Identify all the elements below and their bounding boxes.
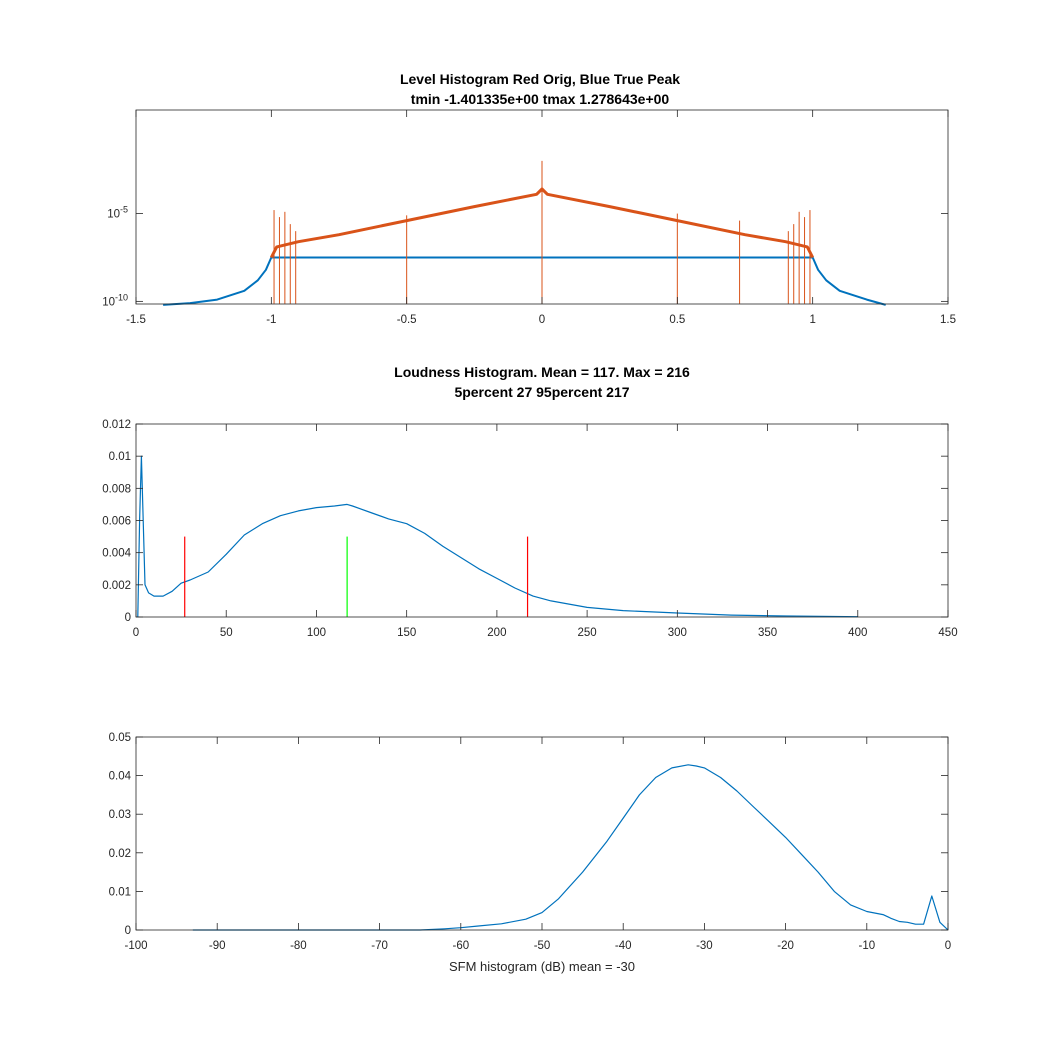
x-tick-label: -1 xyxy=(266,314,276,326)
x-tick-label: 150 xyxy=(397,627,416,639)
x-tick-label: -10 xyxy=(858,940,875,952)
panel-sfm-histogram: -100 -90 -80 -70 -60 -50 -40 -30 -20 -10 000.010.0… xyxy=(109,732,952,974)
panel2-ticks: 0 50 100 150 200 250 300 350 400 450 0 0.002 0.004 0.… xyxy=(102,419,957,639)
x-tick-label: -1.5 xyxy=(126,314,146,326)
y-tick-label: 0.02 xyxy=(109,848,131,860)
panel2-subtitle: 5percent 27 95percent 217 xyxy=(454,384,629,400)
y-tick-label: 0.004 xyxy=(102,548,131,560)
y-tick-label: 0 xyxy=(125,925,131,937)
y-tick-label: 0.05 xyxy=(109,732,131,744)
x-tick-label: 300 xyxy=(668,627,687,639)
x-tick-label: 400 xyxy=(848,627,867,639)
panel3-ticks: -100 -90 -80 -70 -60 -50 -40 -30 -20 -10 000.010.0… xyxy=(109,732,952,952)
x-tick-label: -20 xyxy=(777,940,794,952)
y-tick-label: 0.012 xyxy=(102,419,131,431)
y-tick-label: 0 xyxy=(125,612,131,624)
panel1-ticks: -1.5 -1 -0.5 0 0.5 1 1.5 10-10 10-5 xyxy=(102,110,956,326)
y-tick-label: 0.008 xyxy=(102,483,131,495)
y-tick-label: 0.01 xyxy=(109,886,131,898)
y-tick-label: 10-10 xyxy=(102,292,128,308)
x-tick-label: -30 xyxy=(696,940,713,952)
panel2-plot-area xyxy=(137,455,858,618)
panel3-xlabel: SFM histogram (dB) mean = -30 xyxy=(449,959,635,974)
x-tick-label: 1 xyxy=(809,314,815,326)
y-tick-label: 0.002 xyxy=(102,580,131,592)
x-tick-label: 0 xyxy=(133,627,139,639)
x-tick-label: 450 xyxy=(938,627,957,639)
panel3-plot-area xyxy=(192,764,949,931)
x-tick-label: -80 xyxy=(290,940,307,952)
y-tick-label: 0.01 xyxy=(109,451,131,463)
x-tick-label: 0 xyxy=(539,314,545,326)
histogram-series-line xyxy=(192,764,949,931)
y-tick-label: 0.006 xyxy=(102,516,131,528)
x-tick-label: -90 xyxy=(209,940,226,952)
x-tick-label: 1.5 xyxy=(940,314,956,326)
y-tick-label: 0.04 xyxy=(109,771,132,783)
panel2-title: Loudness Histogram. Mean = 117. Max = 21… xyxy=(394,364,690,380)
x-tick-label: -50 xyxy=(534,940,551,952)
x-tick-label: -100 xyxy=(124,940,147,952)
y-tick-label: 10-5 xyxy=(107,205,128,221)
x-tick-label: -40 xyxy=(615,940,632,952)
y-tick-label: 0.03 xyxy=(109,809,131,821)
x-tick-label: 0.5 xyxy=(669,314,685,326)
panel1-subtitle: tmin -1.401335e+00 tmax 1.278643e+00 xyxy=(411,91,670,107)
panel-level-histogram: Level Histogram Red Orig, Blue True Peak… xyxy=(102,71,956,326)
x-tick-label: 50 xyxy=(220,627,233,639)
panel1-plot-area xyxy=(163,160,886,306)
x-tick-label: 100 xyxy=(307,627,326,639)
x-tick-label: 350 xyxy=(758,627,777,639)
x-tick-label: 250 xyxy=(578,627,597,639)
panel-loudness-histogram: Loudness Histogram. Mean = 117. Max = 21… xyxy=(102,364,957,639)
x-tick-label: -60 xyxy=(452,940,469,952)
x-tick-label: -0.5 xyxy=(397,314,417,326)
x-tick-label: 0 xyxy=(945,940,951,952)
histogram-series-line xyxy=(137,455,858,618)
panel1-title: Level Histogram Red Orig, Blue True Peak xyxy=(400,71,680,87)
x-tick-label: 200 xyxy=(487,627,506,639)
x-tick-label: -70 xyxy=(371,940,388,952)
